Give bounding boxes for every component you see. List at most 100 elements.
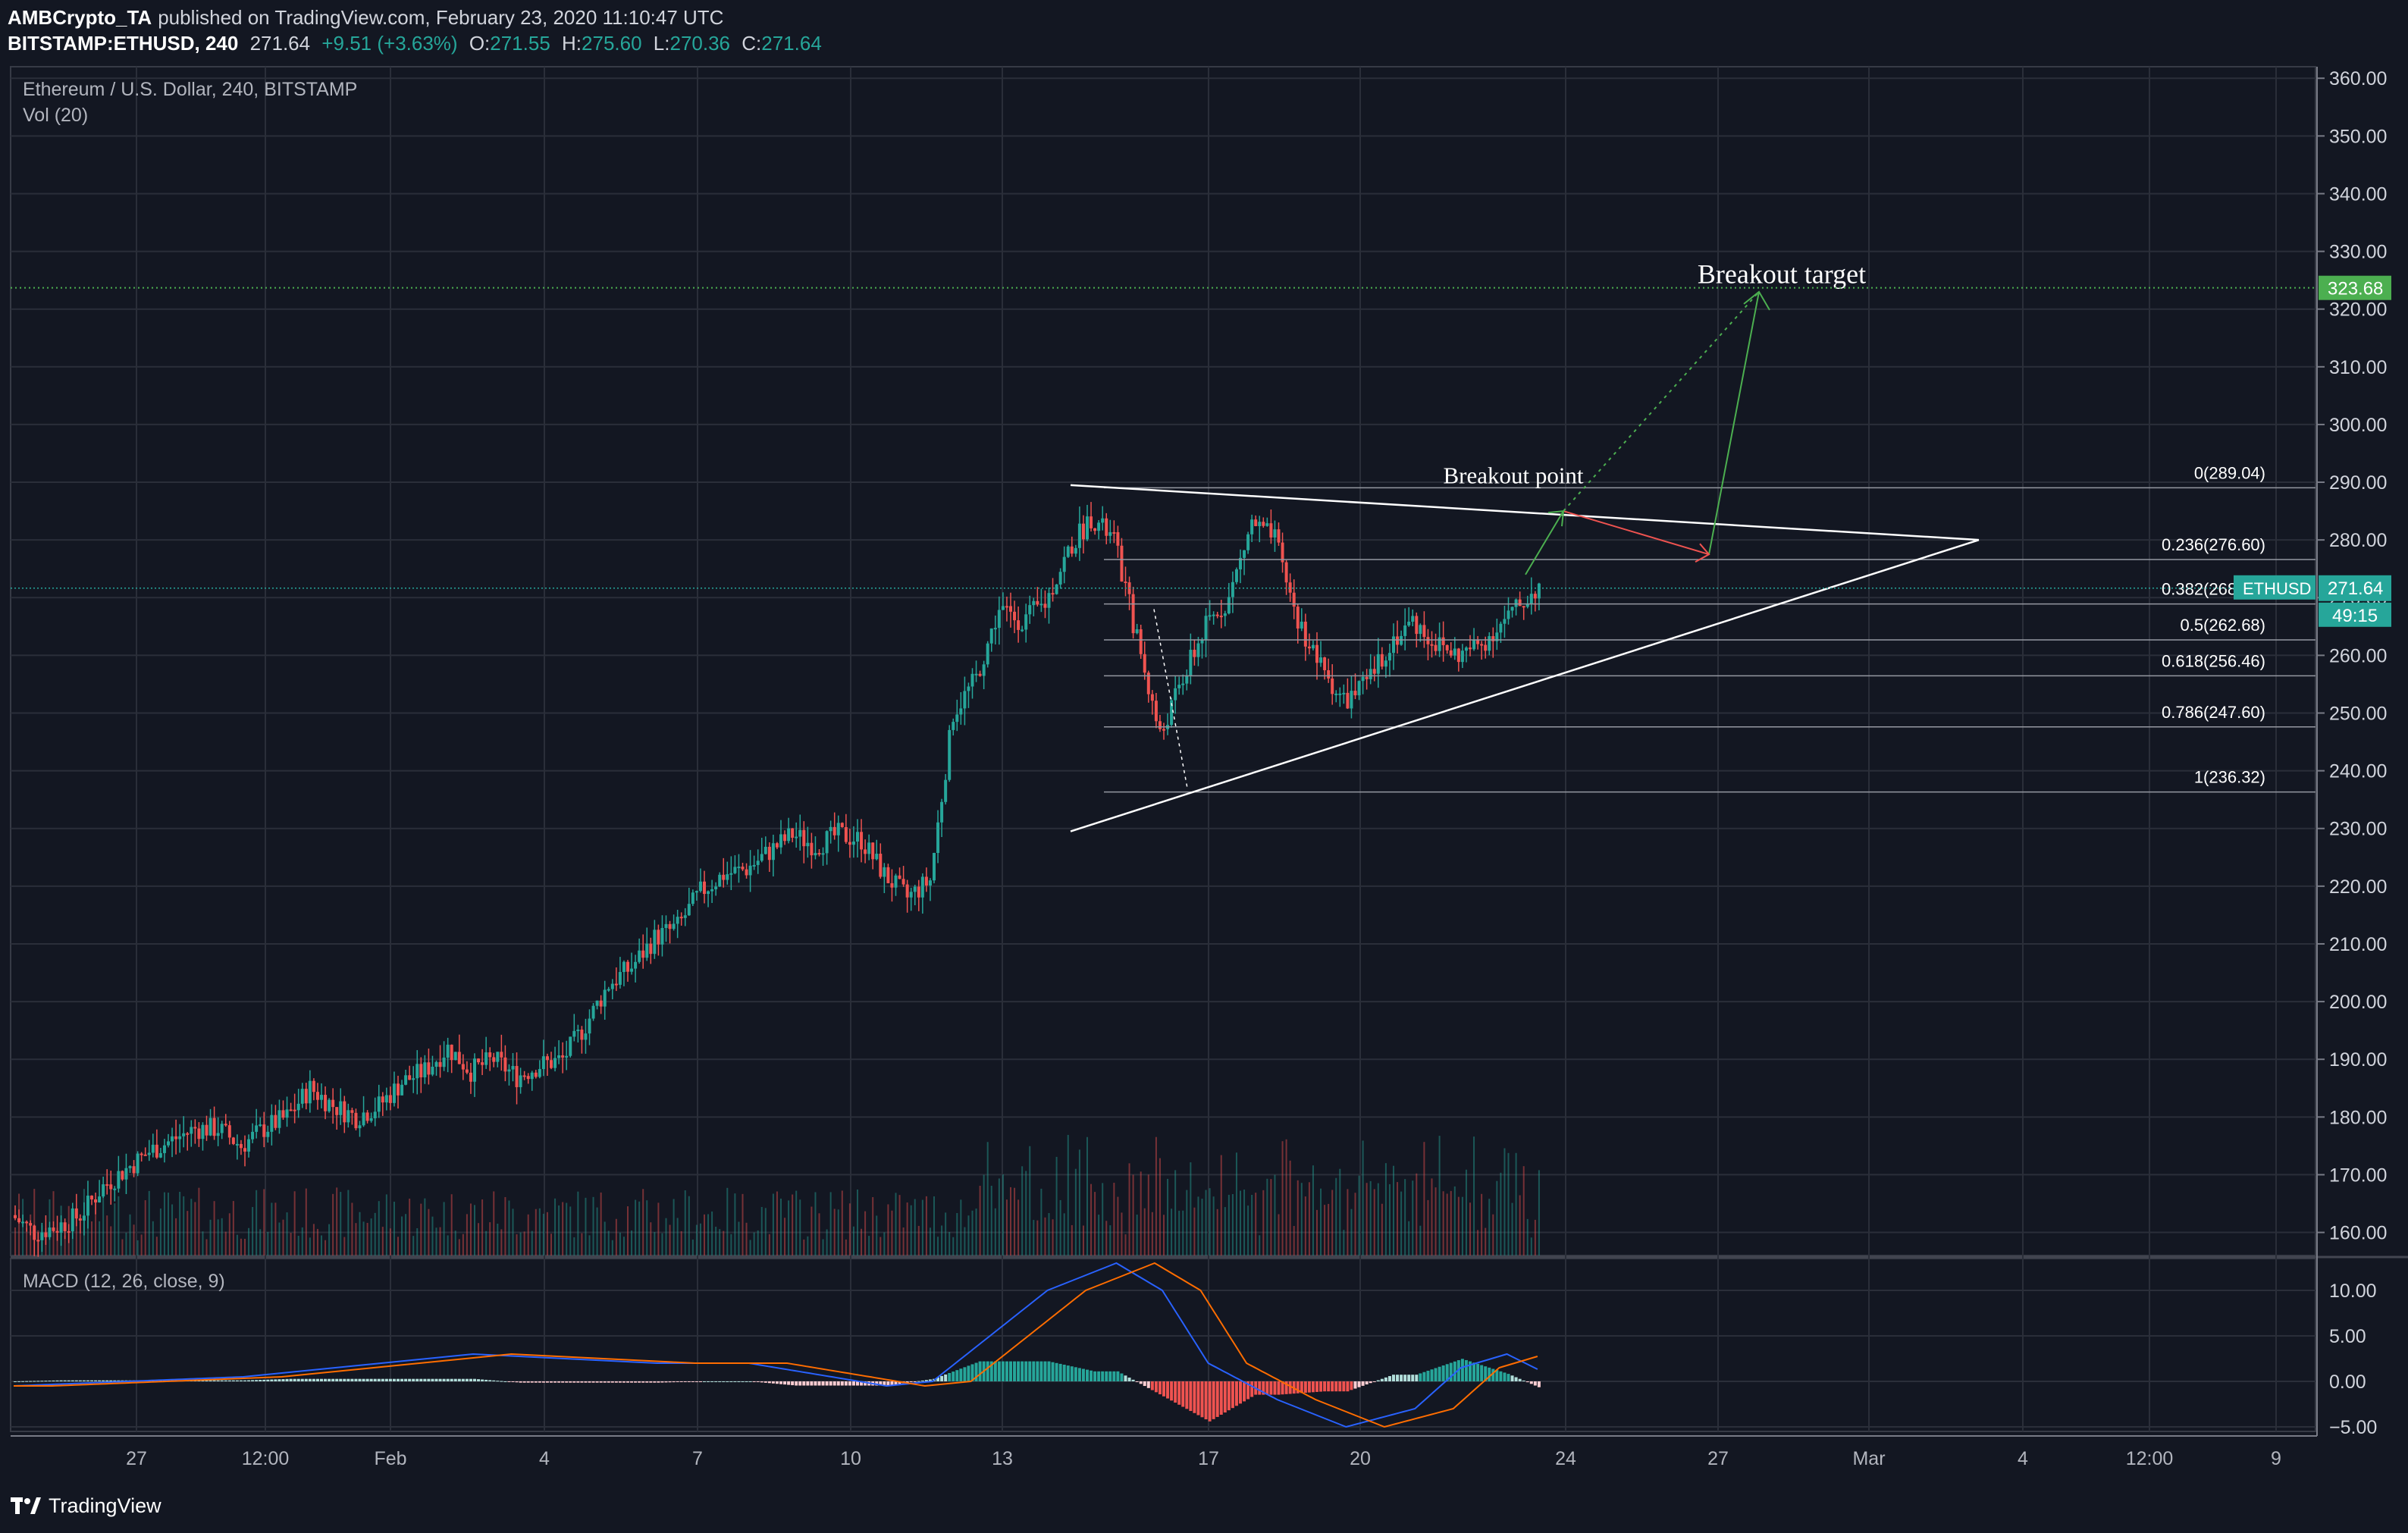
- volume-bar: [600, 1192, 602, 1256]
- candle: [121, 1171, 124, 1180]
- volume-bar: [26, 1227, 28, 1256]
- volume-bar: [1285, 1139, 1287, 1256]
- volume-bar: [133, 1224, 135, 1256]
- volume-bar: [155, 1237, 158, 1256]
- macd-histogram-bar: [1170, 1381, 1174, 1401]
- macd-histogram-bar: [266, 1379, 270, 1381]
- volume-bar: [1178, 1210, 1180, 1256]
- volume-bar: [542, 1213, 544, 1256]
- symbol-label[interactable]: BITSTAMP:ETHUSD, 240: [8, 32, 239, 55]
- volume-bar: [99, 1221, 101, 1256]
- candle: [132, 1166, 136, 1174]
- macd-histogram-bar: [526, 1381, 530, 1383]
- volume-bar: [1059, 1199, 1061, 1256]
- macd-histogram-bar: [618, 1381, 622, 1383]
- volume-bar: [1255, 1193, 1257, 1256]
- volume-bar: [1511, 1202, 1513, 1256]
- volume-bar: [1010, 1187, 1011, 1256]
- time-tick-label: 24: [1555, 1448, 1576, 1469]
- candle: [829, 826, 832, 832]
- macd-histogram-bar: [296, 1378, 300, 1381]
- macd-histogram-bar: [1162, 1381, 1165, 1397]
- volume-bar: [1526, 1218, 1529, 1256]
- volume-bar: [684, 1190, 686, 1256]
- volume-bar: [240, 1238, 242, 1256]
- candle: [235, 1143, 239, 1146]
- candle: [1177, 685, 1181, 688]
- price-tick-label: 360.00: [2329, 68, 2387, 89]
- macd-histogram-bar: [1400, 1375, 1403, 1381]
- volume-bar: [1488, 1199, 1491, 1256]
- volume-bar: [1304, 1196, 1306, 1256]
- volume-bar: [631, 1230, 633, 1256]
- volume-bar: [374, 1212, 376, 1256]
- volume-bar: [136, 1240, 139, 1256]
- candle: [1077, 523, 1081, 548]
- candle: [714, 886, 718, 889]
- macd-histogram-bar: [1047, 1361, 1051, 1381]
- macd-histogram-bar: [603, 1381, 607, 1383]
- macd-histogram-bar: [1387, 1376, 1391, 1381]
- candle: [296, 1103, 300, 1111]
- macd-histogram-bar: [745, 1381, 748, 1382]
- candle: [1303, 621, 1307, 647]
- macd-histogram-bar: [1372, 1381, 1376, 1382]
- volume-bar: [431, 1216, 434, 1256]
- macd-histogram-bar: [381, 1378, 384, 1381]
- volume-bar: [278, 1222, 281, 1256]
- volume-bar: [535, 1209, 537, 1256]
- candle: [40, 1232, 44, 1240]
- macd-histogram-bar: [1311, 1381, 1315, 1393]
- macd-histogram-bar: [1013, 1361, 1017, 1381]
- candle: [1093, 528, 1097, 531]
- candle: [817, 853, 821, 855]
- macd-histogram-bar: [1208, 1381, 1212, 1422]
- candle: [397, 1083, 400, 1096]
- macd-histogram-bar: [541, 1381, 545, 1383]
- candle: [737, 867, 741, 869]
- macd-histogram-bar: [1181, 1381, 1185, 1407]
- candle: [270, 1114, 274, 1132]
- fib-level-label: 0.5(262.68): [2180, 616, 2265, 635]
- publisher-name[interactable]: AMBCrypto_TA: [8, 6, 152, 29]
- volume-bar: [1530, 1237, 1532, 1256]
- candle: [944, 779, 948, 802]
- macd-histogram-bar: [1315, 1381, 1318, 1392]
- candle: [17, 1218, 21, 1223]
- volume-bar: [956, 1213, 958, 1256]
- macd-histogram-bar: [1131, 1379, 1135, 1381]
- candle: [1518, 599, 1522, 607]
- candle: [1239, 557, 1242, 569]
- volume-bar: [213, 1201, 215, 1256]
- macd-histogram-bar: [1334, 1381, 1338, 1392]
- macd-histogram-bar: [806, 1381, 810, 1386]
- candle: [526, 1076, 530, 1080]
- candle: [545, 1056, 549, 1061]
- volume-bar: [1159, 1158, 1161, 1256]
- volume-bar: [110, 1226, 112, 1256]
- volume-bar: [401, 1216, 403, 1256]
- macd-histogram-bar: [545, 1381, 549, 1383]
- volume-bar: [447, 1235, 449, 1256]
- volume-bar: [742, 1193, 744, 1256]
- volume-bar: [325, 1240, 327, 1256]
- candle: [427, 1062, 431, 1075]
- candle: [1009, 606, 1012, 612]
- volume-bar: [807, 1236, 809, 1256]
- macd-histogram-bar: [1108, 1371, 1112, 1381]
- arrowhead: [1695, 543, 1710, 563]
- footer-brand[interactable]: TradingView: [49, 1494, 161, 1517]
- volume-bar: [125, 1232, 127, 1256]
- candle: [243, 1148, 246, 1152]
- macd-histogram-bar: [741, 1381, 745, 1382]
- volume-bar: [857, 1189, 858, 1256]
- volume-bar: [1182, 1210, 1184, 1256]
- candle: [171, 1136, 174, 1142]
- candle: [1062, 556, 1066, 572]
- volume-bar: [95, 1201, 97, 1256]
- candle: [147, 1152, 151, 1155]
- macd-histogram-bar: [848, 1381, 851, 1386]
- candle: [197, 1128, 201, 1140]
- candle: [1488, 636, 1491, 651]
